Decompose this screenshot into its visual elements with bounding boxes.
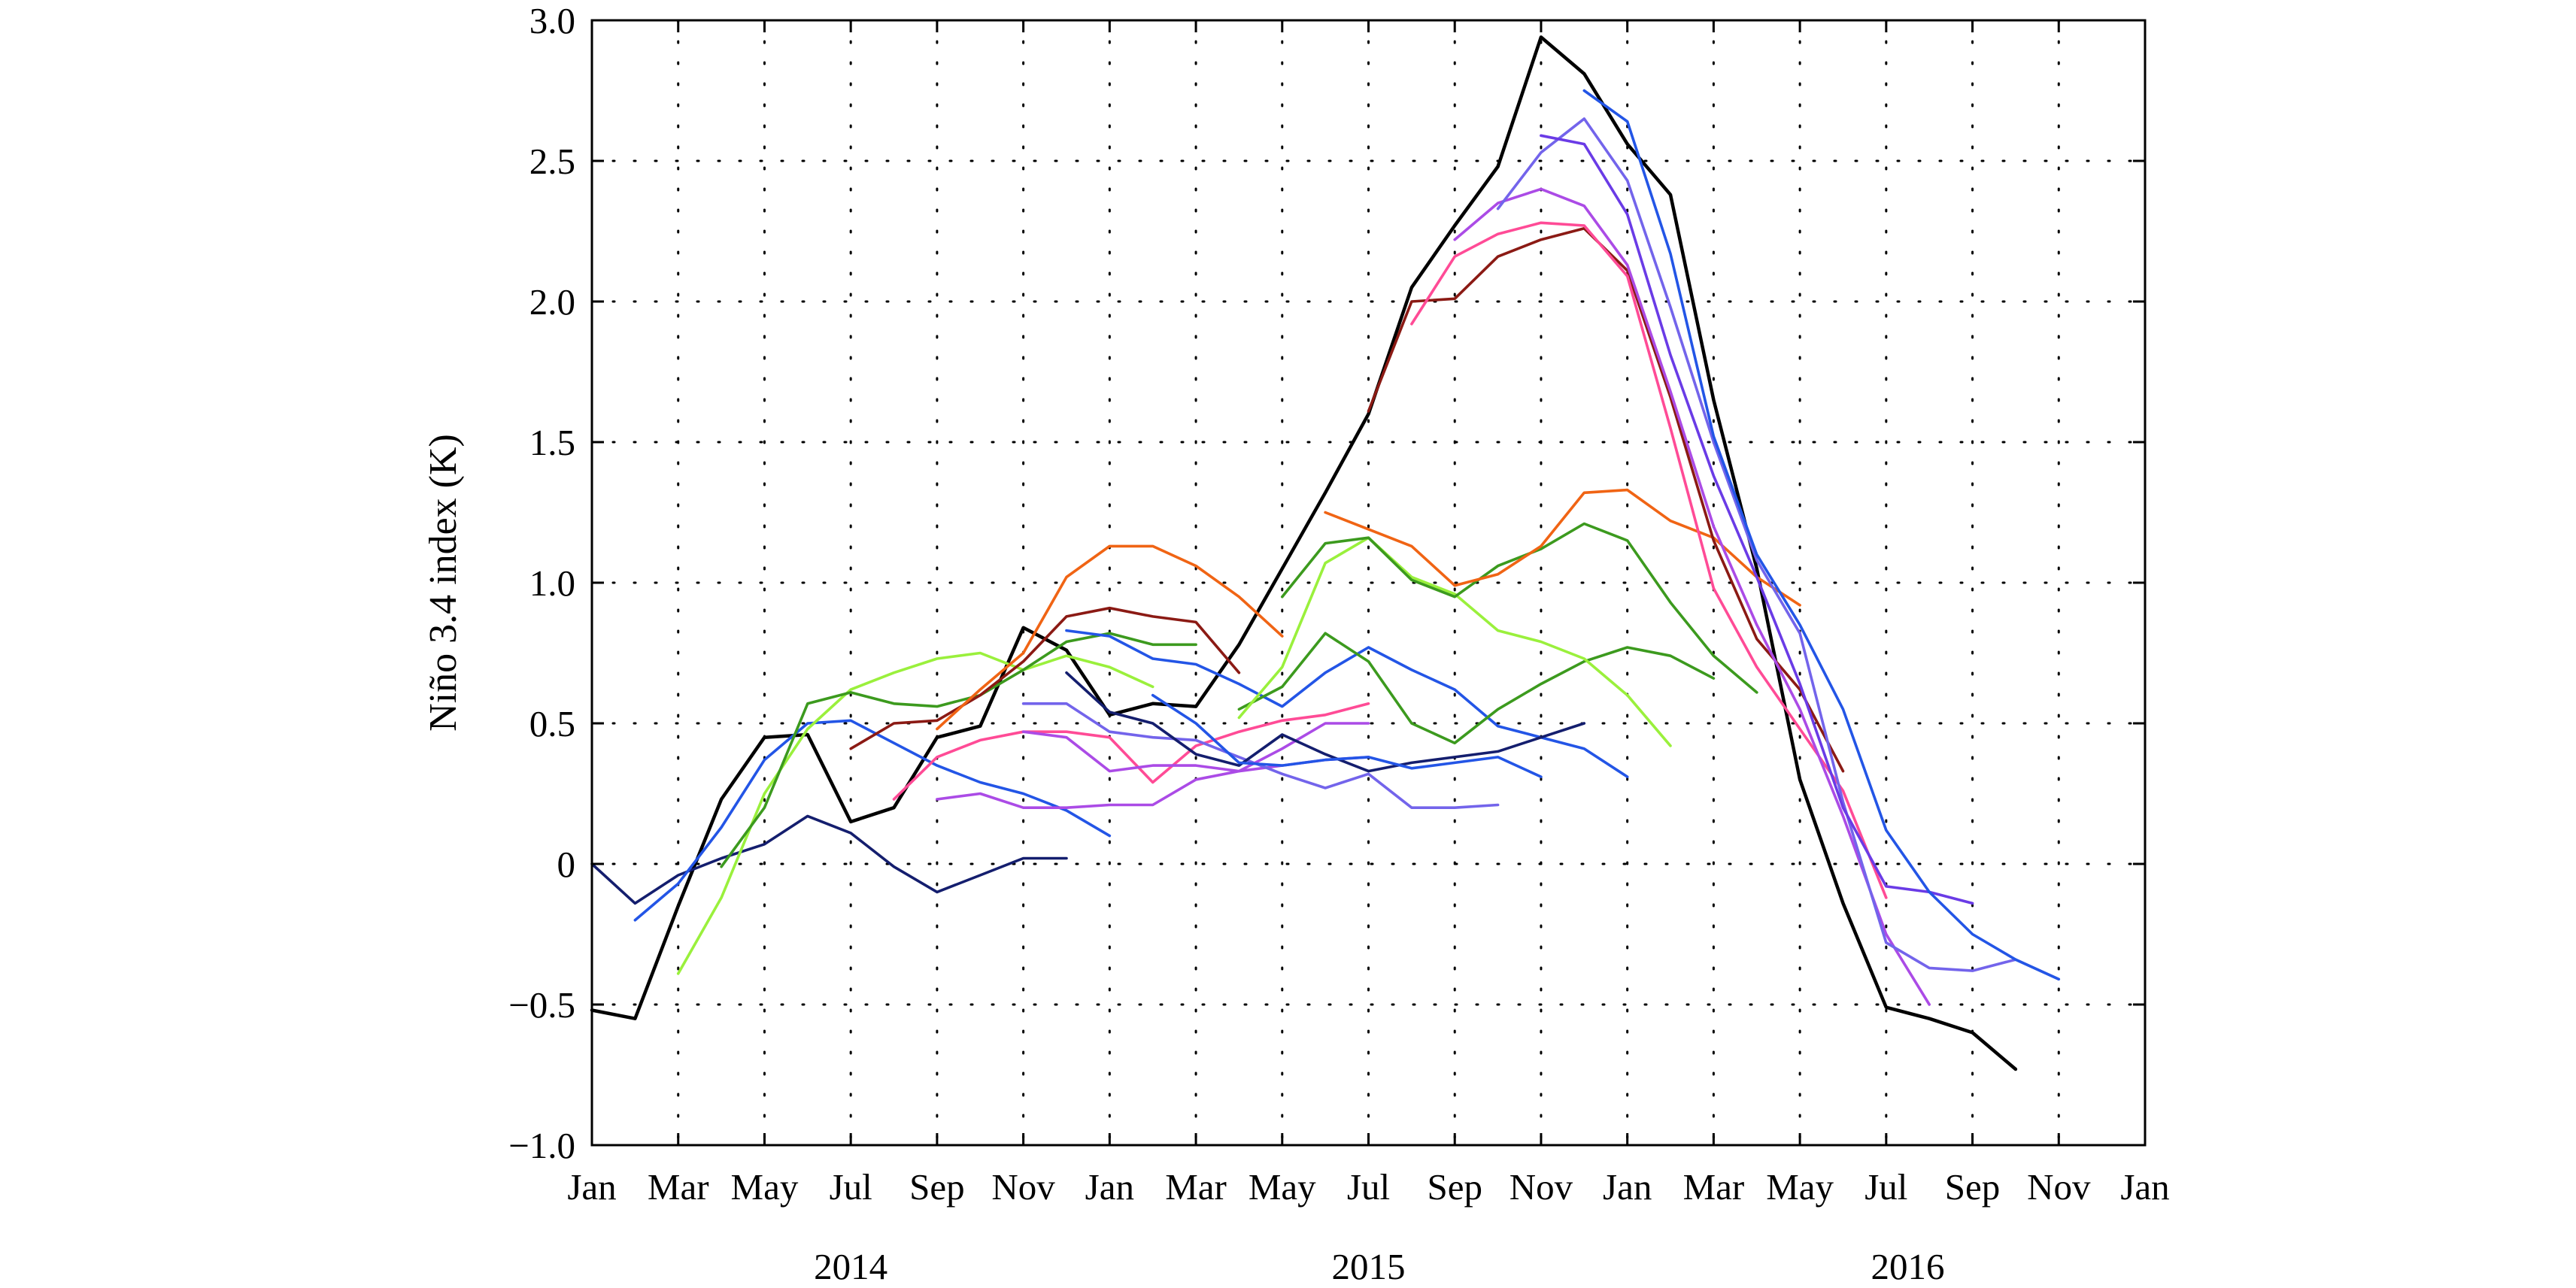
- y-tick-label: −0.5: [508, 984, 575, 1026]
- axis-ticks: [590, 19, 2147, 1147]
- series-line-f06: [892, 702, 1370, 801]
- series-line-f07: [936, 544, 1284, 731]
- x-tick-label: Jul: [830, 1166, 872, 1208]
- series-line-f12: [1065, 671, 1586, 773]
- x-tick-label: Jul: [1347, 1166, 1390, 1208]
- series-lines: [590, 35, 2061, 1071]
- series-line-f20: [1453, 187, 1931, 1006]
- series-line-f15: [1237, 536, 1672, 747]
- year-label: 2014: [814, 1246, 887, 1287]
- x-tick-label: Nov: [2027, 1166, 2091, 1208]
- series-line-f17: [1324, 488, 1801, 607]
- y-tick-label: 2.5: [529, 141, 575, 182]
- y-tick-label: 3.0: [529, 0, 575, 41]
- x-tick-label: May: [731, 1166, 799, 1208]
- series-line-f14: [1237, 632, 1716, 745]
- axis-labels: Jan Mar May Jul Sep Nov Jan Mar May Jul Sep Nov Jan M…: [508, 0, 2170, 1287]
- x-tick-label: Mar: [1165, 1166, 1227, 1208]
- x-tick-label: Jan: [1085, 1166, 1134, 1208]
- year-label: 2015: [1332, 1246, 1406, 1287]
- x-tick-label: Nov: [991, 1166, 1055, 1208]
- series-line-f04: [720, 632, 1197, 868]
- x-tick-label: Jan: [1603, 1166, 1652, 1208]
- x-tick-label: Sep: [1945, 1166, 2001, 1208]
- series-line-f23: [1582, 89, 2061, 981]
- series-line-f03: [676, 651, 1154, 975]
- series-line-f01: [590, 814, 1068, 905]
- x-tick-label: Mar: [648, 1166, 709, 1208]
- series-line-f19: [1410, 221, 1888, 899]
- y-tick-label: 0: [557, 844, 576, 885]
- series-line-f02: [633, 719, 1112, 922]
- x-tick-label: Nov: [1509, 1166, 1573, 1208]
- x-tick-label: May: [1249, 1166, 1316, 1208]
- x-tick-label: May: [1766, 1166, 1834, 1208]
- year-label: 2016: [1871, 1246, 1945, 1287]
- y-axis-title: Niño 3.4 index (K): [422, 434, 465, 732]
- y-tick-label: 0.5: [529, 703, 575, 744]
- series-line-f21: [1496, 117, 2017, 972]
- x-tick-label: Jan: [2120, 1166, 2169, 1208]
- series-line-f11: [1065, 629, 1629, 778]
- series-line-f09: [1021, 702, 1500, 809]
- y-tick-label: 1.0: [529, 562, 575, 604]
- series-line-f22: [1540, 134, 1974, 905]
- series-line-f16: [1281, 522, 1758, 694]
- y-tick-label: 1.5: [529, 422, 575, 463]
- x-tick-label: Jan: [567, 1166, 616, 1208]
- x-tick-label: Jul: [1864, 1166, 1907, 1208]
- x-tick-label: Sep: [1427, 1166, 1482, 1208]
- x-tick-label: Sep: [909, 1166, 965, 1208]
- series-line-observed: [590, 35, 2018, 1071]
- series-line-f10: [1021, 722, 1370, 773]
- x-tick-label: Mar: [1683, 1166, 1745, 1208]
- series-line-f13: [1151, 693, 1543, 778]
- series-line-f05: [849, 606, 1241, 750]
- y-tick-label: 2.0: [529, 281, 575, 323]
- y-tick-label: −1.0: [508, 1125, 575, 1166]
